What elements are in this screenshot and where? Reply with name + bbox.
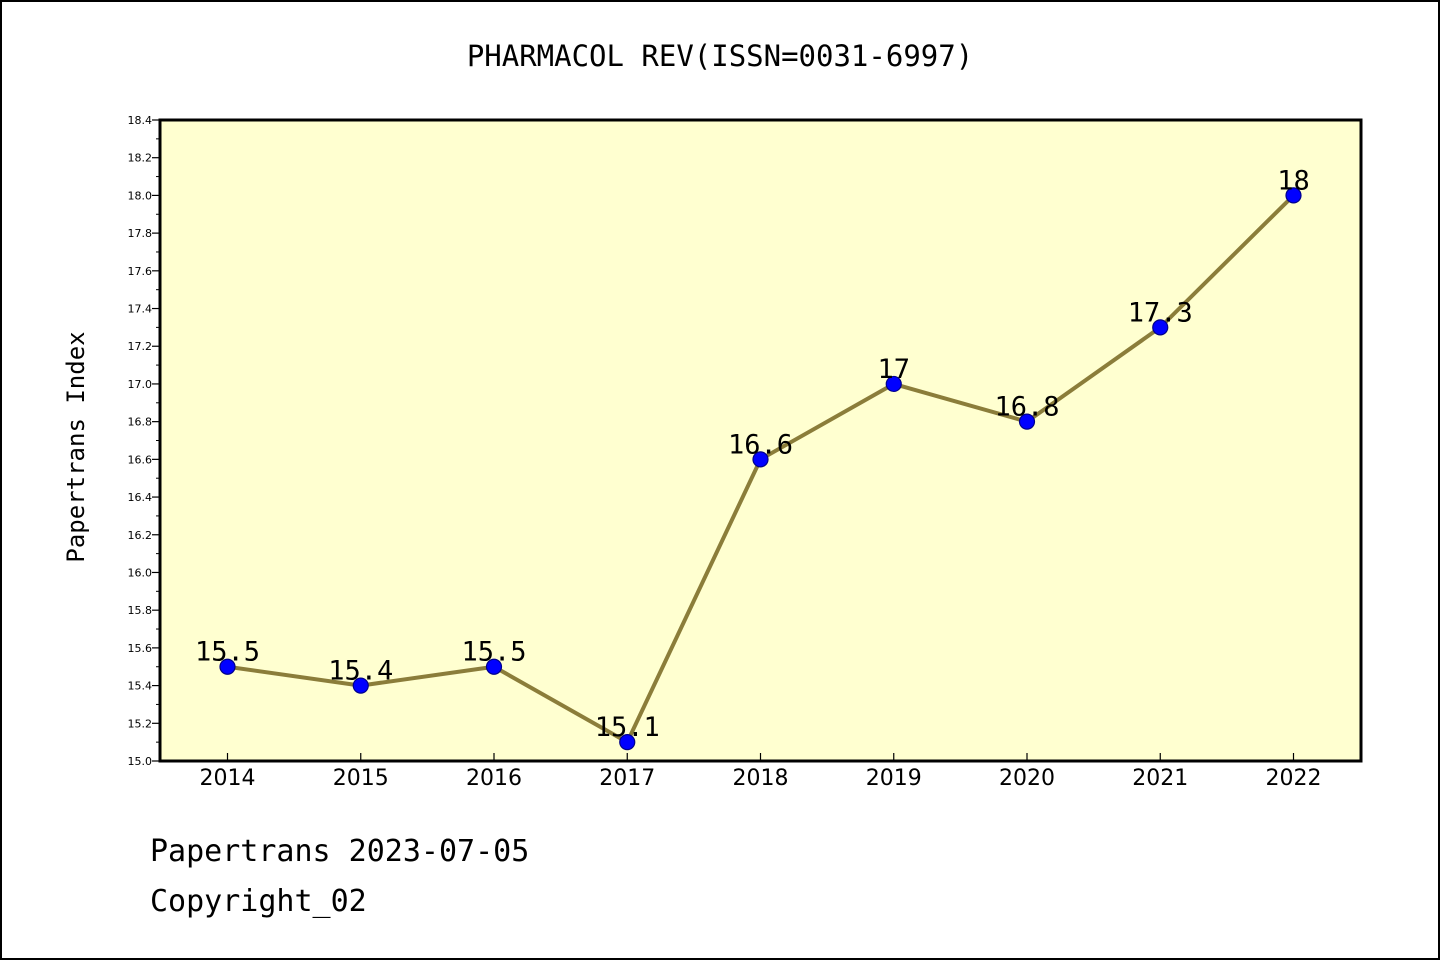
data-label: 18 — [1277, 165, 1310, 196]
x-tick-label: 2022 — [1266, 766, 1322, 791]
x-tick-label: 2017 — [599, 766, 655, 791]
y-tick-label: 17.8 — [128, 227, 153, 240]
x-tick-label: 2014 — [200, 766, 256, 791]
x-tick-label: 2016 — [466, 766, 522, 791]
data-label: 15.5 — [461, 637, 526, 668]
y-tick-label: 16.8 — [128, 416, 153, 429]
data-point-marker — [352, 677, 369, 694]
y-tick-label: 15.4 — [128, 680, 153, 693]
x-tick-label: 2021 — [1132, 766, 1188, 791]
footer-copyright-line: Copyright_02 — [150, 884, 367, 919]
footer-date-line: Papertrans 2023-07-05 — [150, 834, 530, 869]
y-tick-label: 17.4 — [128, 303, 153, 316]
series-layer: 15.5 15.4 15.5 15.1 16.6 17 16.8 17.3 18 — [195, 165, 1310, 751]
data-point-marker — [752, 451, 769, 468]
y-tick-label: 17.0 — [128, 378, 153, 391]
y-axis-ticks: 15.0 15.2 15.4 15.6 15.8 16.0 16.2 16.4 16.6 16.8… — [128, 114, 160, 768]
y-tick-label: 16.2 — [128, 529, 153, 542]
y-tick-label: 17.2 — [128, 340, 153, 353]
y-tick-label: 16.6 — [128, 453, 153, 466]
plot-area — [160, 120, 1361, 761]
data-point-marker — [219, 658, 236, 675]
x-tick-label: 2018 — [733, 766, 789, 791]
data-label: 16.8 — [994, 392, 1059, 423]
y-tick-label: 15.6 — [128, 642, 153, 655]
plot-border — [158, 118, 1363, 763]
y-tick-label: 16.0 — [128, 566, 153, 579]
y-tick-label: 18.2 — [128, 152, 153, 165]
y-tick-label: 18.4 — [128, 114, 153, 127]
data-label: 15.5 — [195, 637, 260, 668]
y-tick-label: 18.0 — [128, 189, 153, 202]
y-tick-label: 17.6 — [128, 265, 153, 278]
chart-title: PHARMACOL REV(ISSN=0031-6997) — [467, 39, 973, 73]
data-point-marker — [619, 734, 636, 751]
data-point-marker — [1285, 187, 1302, 204]
x-tick-label: 2015 — [333, 766, 389, 791]
data-label: 16.6 — [728, 429, 793, 460]
x-tick-label: 2019 — [866, 766, 922, 791]
y-axis-label: Papertrans Index — [62, 331, 90, 562]
data-label: 17.3 — [1128, 297, 1193, 328]
data-label: 15.4 — [328, 656, 393, 687]
y-tick-label: 15.0 — [128, 755, 153, 768]
data-point-marker — [1152, 319, 1169, 336]
y-tick-label: 15.8 — [128, 604, 153, 617]
data-point-marker — [885, 375, 902, 393]
data-label: 17 — [877, 354, 910, 385]
data-label: 15.1 — [595, 712, 660, 743]
y-tick-label: 15.2 — [128, 717, 153, 730]
x-axis-ticks: 2014 2015 2016 2017 2018 2019 2020 2021 2022 — [200, 753, 1322, 791]
y-tick-label: 16.4 — [128, 491, 153, 504]
data-point-marker — [485, 658, 503, 675]
data-point-marker — [1018, 413, 1036, 430]
x-tick-label: 2020 — [999, 766, 1055, 791]
